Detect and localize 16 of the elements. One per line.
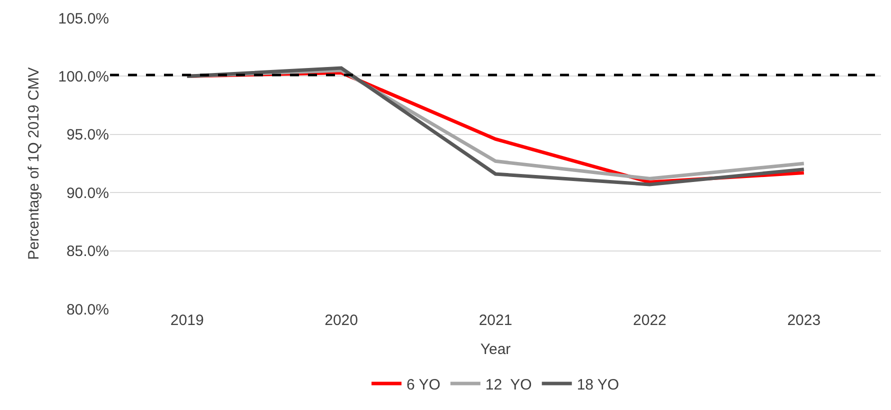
y-tick-label: 85.0% <box>66 243 109 260</box>
legend-label: 6 YO <box>406 376 440 394</box>
x-tick-label: 2022 <box>633 312 666 329</box>
x-tick-label: 2020 <box>324 312 358 329</box>
y-tick-label: 105.0% <box>58 10 109 28</box>
x-tick-label: 2023 <box>787 312 821 329</box>
y-axis-title: Percentage of 1Q 2019 CMV <box>25 67 42 260</box>
legend-label: 18 YO <box>576 376 620 394</box>
x-tick-label: 2019 <box>170 312 204 329</box>
x-tick-label: 2021 <box>478 312 512 329</box>
y-tick-label: 95.0% <box>66 126 109 144</box>
x-axis-title: Year <box>480 341 511 358</box>
y-tick-label: 90.0% <box>66 184 109 202</box>
y-tick-label: 80.0% <box>66 301 109 318</box>
y-tick-label: 100.0% <box>58 68 109 86</box>
legend-label: 12 YO <box>485 376 532 394</box>
